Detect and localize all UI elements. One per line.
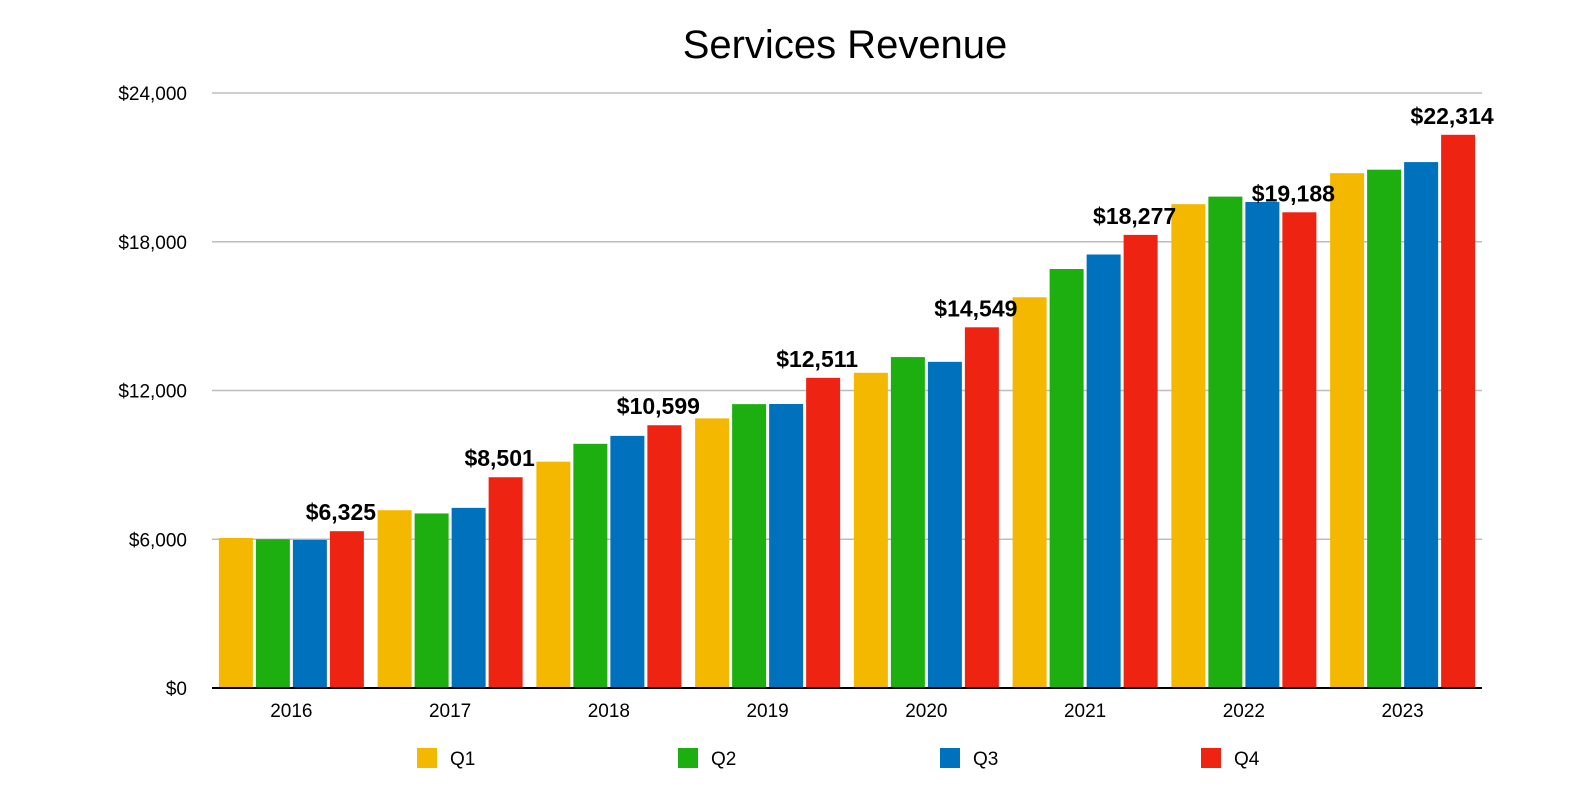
data-label: $14,549: [934, 295, 1017, 321]
bar-q3-2018: [610, 435, 645, 688]
legend-label: Q3: [973, 749, 998, 770]
bar-q1-2022: [1171, 204, 1206, 688]
bar-q2-2018: [573, 443, 608, 688]
bar-q4-2017: [488, 477, 523, 688]
bar-q3-2020: [927, 361, 962, 688]
bars: [218, 134, 1476, 689]
bar-q1-2020: [853, 372, 888, 688]
bar-q4-2021: [1123, 234, 1158, 689]
y-tick-label: $6,000: [129, 530, 187, 551]
y-axis-ticks: $0 $6,000 $12,000 $18,000 $24,000: [118, 84, 187, 700]
y-tick-label: $18,000: [118, 233, 187, 254]
bar-q2-2021: [1049, 268, 1084, 688]
x-tick-label: 2017: [429, 701, 471, 722]
bar-q4-2019: [806, 377, 841, 688]
bar-q1-2016: [218, 538, 253, 688]
x-tick-label: 2020: [905, 701, 947, 722]
bar-q1-2019: [695, 418, 730, 688]
bar-q2-2017: [414, 513, 449, 688]
y-tick-label: $12,000: [118, 382, 187, 403]
bar-q2-2016: [255, 539, 290, 688]
bar-q3-2023: [1404, 162, 1439, 689]
x-tick-label: 2023: [1381, 701, 1423, 722]
data-label: $12,511: [776, 346, 858, 372]
bar-q2-2020: [890, 357, 925, 688]
legend-swatch-q1: [417, 748, 437, 768]
bar-q3-2022: [1245, 201, 1280, 688]
x-tick-label: 2018: [588, 701, 630, 722]
legend-label: Q2: [711, 749, 736, 770]
y-tick-label: $0: [166, 679, 187, 700]
x-tick-label: 2019: [746, 701, 788, 722]
data-label: $10,599: [617, 393, 700, 419]
chart-title: Services Revenue: [683, 23, 1008, 67]
bar-q4-2016: [329, 531, 364, 688]
bar-q3-2021: [1086, 254, 1121, 688]
bar-q4-2018: [647, 425, 682, 688]
data-label: $8,501: [464, 445, 535, 471]
legend: Q1 Q2 Q3 Q4: [417, 748, 1260, 770]
data-label: $22,314: [1411, 103, 1494, 129]
bar-q3-2017: [451, 507, 486, 688]
bar-q1-2018: [536, 461, 571, 688]
bar-q1-2021: [1012, 297, 1047, 688]
legend-swatch-q4: [1201, 748, 1221, 768]
legend-swatch-q3: [940, 748, 960, 768]
x-axis-ticks: 2016 2017 2018 2019 2020 2021 2022 2023: [270, 701, 1424, 722]
bar-q2-2019: [732, 404, 767, 688]
bar-q2-2022: [1208, 196, 1243, 688]
bar-q4-2020: [964, 327, 999, 688]
data-label: $18,277: [1093, 203, 1176, 229]
bar-q1-2023: [1330, 173, 1365, 688]
legend-label: Q4: [1234, 749, 1260, 770]
legend-swatch-q2: [678, 748, 698, 768]
data-labels: $6,325 $8,501 $10,599 $12,511 $14,549 $18,277…: [306, 103, 1494, 525]
bar-q3-2019: [769, 404, 804, 688]
bar-q3-2016: [292, 539, 327, 688]
bar-q2-2023: [1367, 169, 1402, 689]
data-label: $6,325: [306, 499, 377, 525]
bar-q4-2022: [1282, 212, 1317, 689]
bar-q4-2023: [1441, 134, 1476, 688]
data-label: $19,188: [1252, 180, 1335, 206]
x-tick-label: 2022: [1223, 701, 1265, 722]
x-tick-label: 2021: [1064, 701, 1106, 722]
x-tick-label: 2016: [270, 701, 312, 722]
legend-label: Q1: [450, 749, 475, 770]
y-tick-label: $24,000: [118, 84, 187, 105]
bar-q1-2017: [377, 510, 412, 688]
